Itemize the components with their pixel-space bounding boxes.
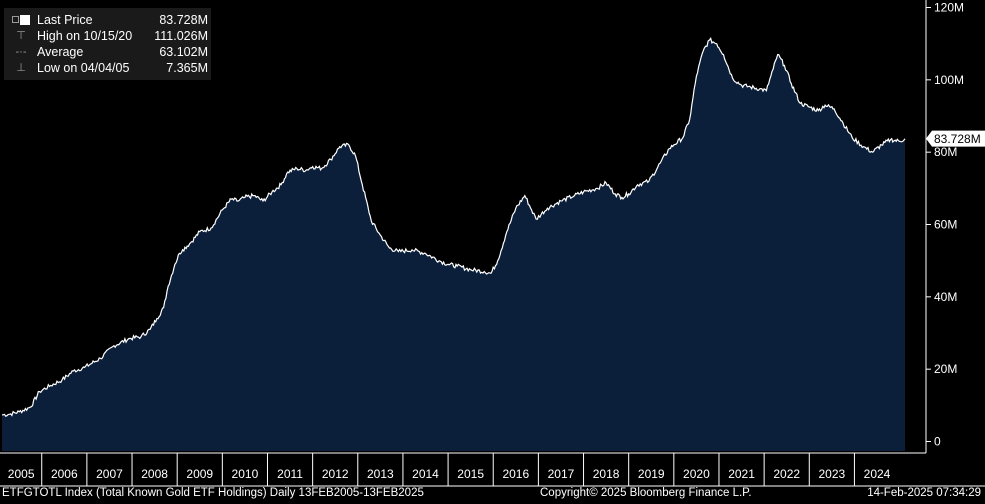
x-tick-label: 2024	[864, 467, 891, 481]
legend-high-label: High on 10/15/20	[37, 29, 133, 43]
x-tick-label: 2012	[322, 467, 349, 481]
axis-layer: 0 20M 40M 60M 80M 100M 120M 83.728M 2005 2006 2007…	[0, 0, 985, 487]
y-tick-label: 40M	[934, 290, 957, 304]
legend: Last Price 83.728M ⊤ High on 10/15/20 11…	[4, 8, 211, 80]
series-area-fill	[2, 38, 905, 452]
x-tick-label: 2006	[51, 467, 78, 481]
x-tick-label: 2008	[141, 467, 168, 481]
y-tick-label: 60M	[934, 218, 957, 232]
x-tick-label: 2005	[8, 467, 35, 481]
x-tick-label: 2022	[773, 467, 800, 481]
y-tick-label: 0	[934, 435, 941, 449]
x-tick-label: 2007	[96, 467, 123, 481]
index-description: ETFGTOTL Index (Total Known Gold ETF Hol…	[2, 487, 424, 499]
x-tick-label: 2021	[728, 467, 755, 481]
x-tick-label: 2023	[819, 467, 846, 481]
series-line	[1, 37, 906, 417]
timestamp: 14-Feb-2025 07:34:29	[867, 487, 981, 499]
average-marker-icon: -·-	[15, 46, 27, 58]
last-value-label: 83.728M	[934, 132, 981, 146]
x-tick-label: 2017	[548, 467, 575, 481]
y-tick-label: 80M	[934, 145, 957, 159]
x-tick-label: 2009	[186, 467, 213, 481]
legend-square-icon	[12, 12, 30, 28]
copyright-notice: Copyright© 2025 Bloomberg Finance L.P.	[540, 487, 752, 499]
x-tick-label: 2011	[277, 467, 303, 481]
x-tick-label: 2018	[593, 467, 620, 481]
legend-row-high: ⊤ High on 10/15/20 111.026M	[12, 28, 208, 44]
legend-high-value: 111.026M	[154, 29, 208, 43]
y-tick-label: 120M	[934, 1, 964, 15]
last-value-label-bg	[926, 130, 985, 147]
y-tick-label: 20M	[934, 362, 957, 376]
plot-area	[1, 37, 906, 452]
legend-row-low: ⊥ Low on 04/04/05 7.365M	[12, 60, 208, 76]
legend-average-value: 63.102M	[159, 45, 208, 59]
legend-low-label: Low on 04/04/05	[37, 61, 130, 75]
x-tick-label: 2019	[638, 467, 665, 481]
x-tick-label: 2014	[412, 467, 439, 481]
x-tick-label: 2010	[232, 467, 259, 481]
legend-row-average: -·- Average 63.102M	[12, 44, 209, 60]
x-tick-label: 2013	[367, 467, 394, 481]
high-marker-icon: ⊤	[16, 30, 26, 42]
legend-average-label: Average	[37, 45, 84, 59]
x-tick-label: 2016	[502, 467, 529, 481]
legend-low-value: 7.365M	[166, 61, 208, 75]
legend-last-price-value: 83.728M	[159, 13, 208, 27]
low-marker-icon: ⊥	[16, 62, 26, 74]
legend-row-last-price: Last Price 83.728M	[12, 12, 208, 28]
legend-last-price-label: Last Price	[37, 13, 93, 27]
y-tick-label: 100M	[934, 73, 964, 87]
x-tick-label: 2015	[457, 467, 484, 481]
x-tick-label: 2020	[683, 467, 710, 481]
